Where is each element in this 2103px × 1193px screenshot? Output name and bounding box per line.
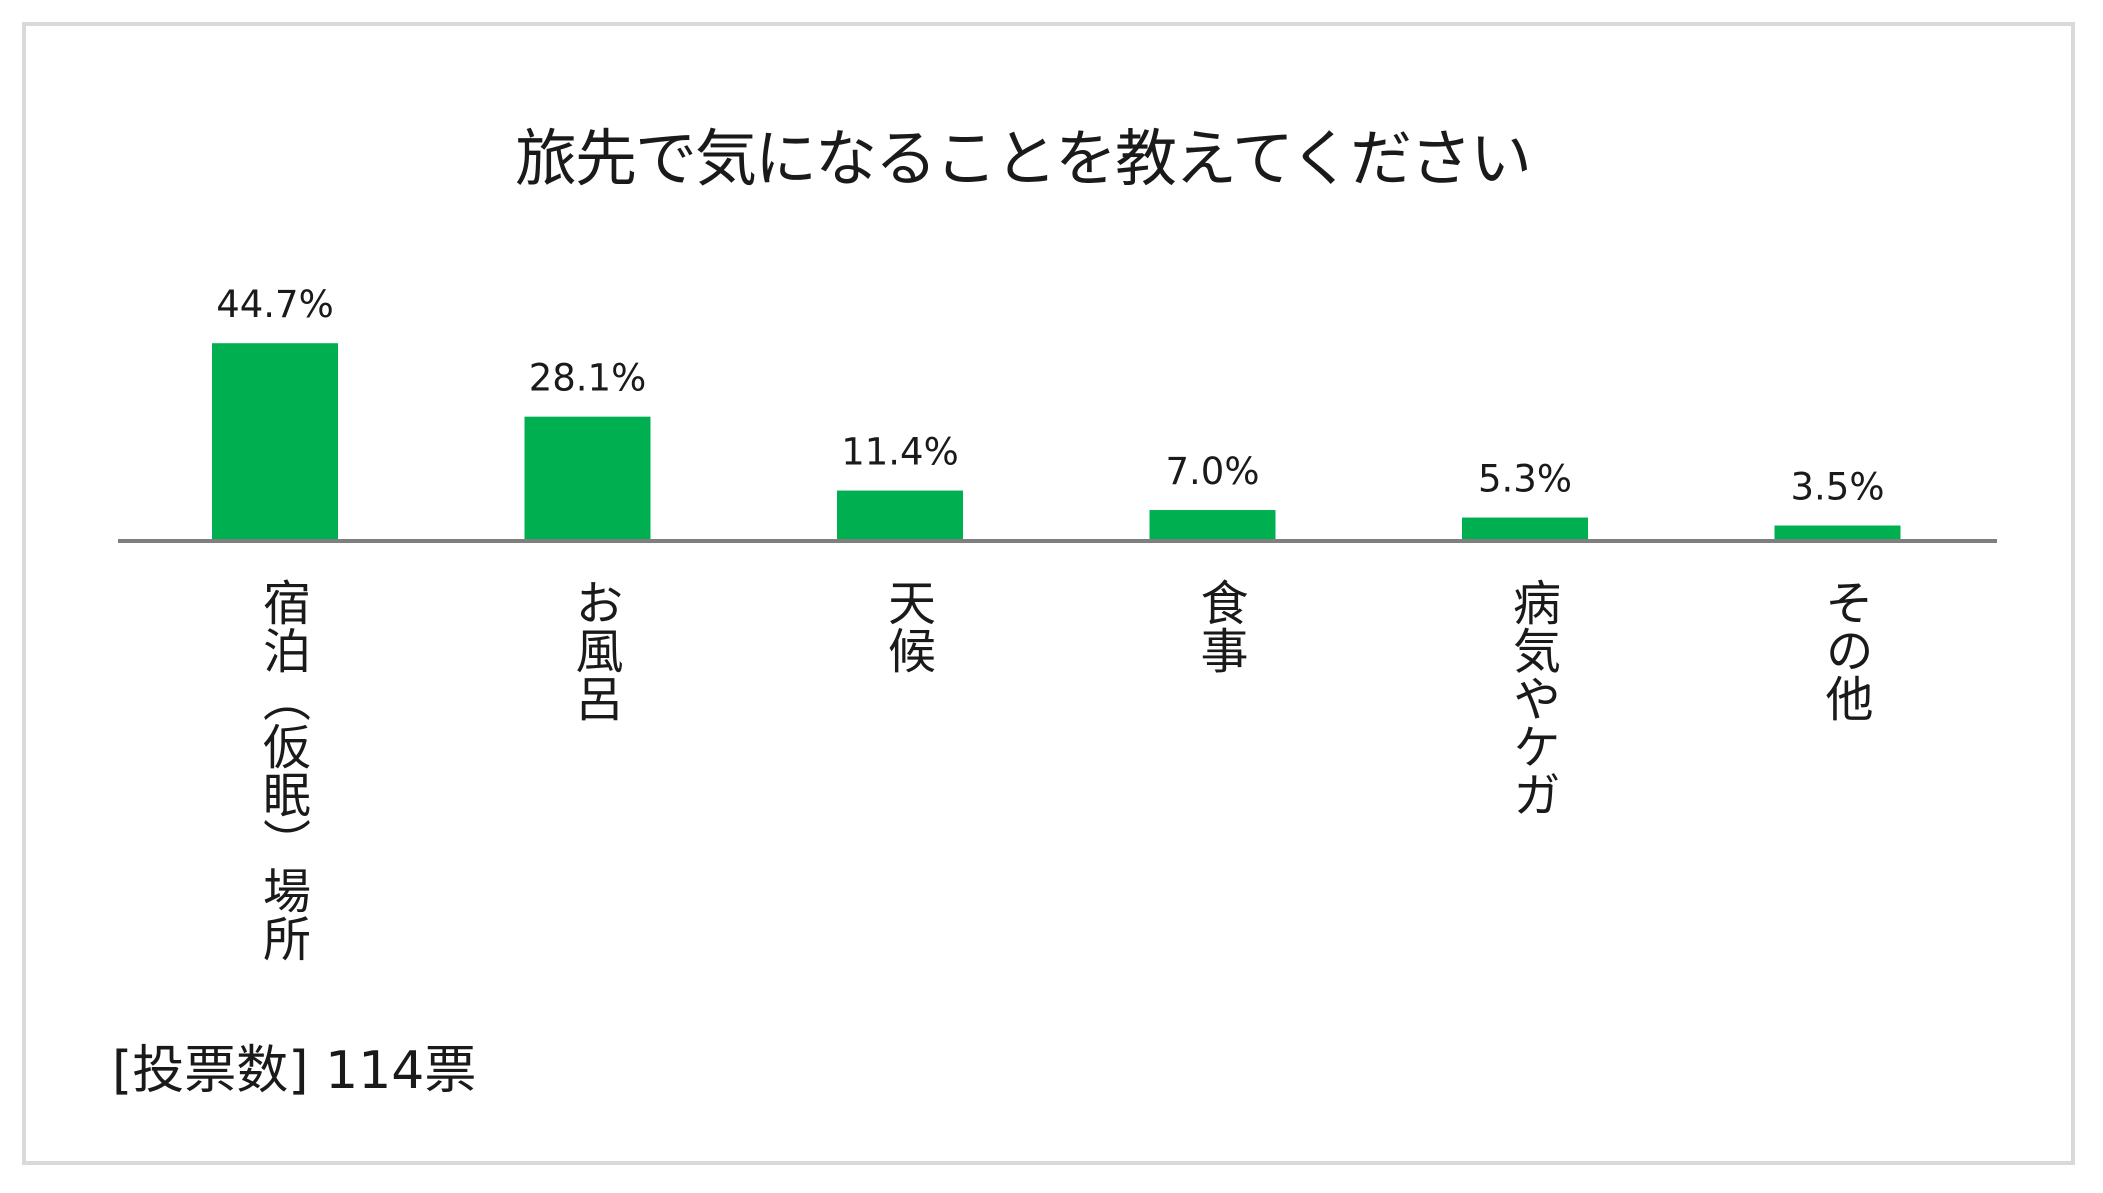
bar-1 — [524, 416, 651, 541]
data-label-1: 28.1% — [529, 357, 647, 400]
category-label-1: お風呂 — [566, 578, 623, 722]
bar-2 — [837, 490, 963, 541]
bar-0 — [212, 343, 338, 541]
category-label-4: 病気やケガ — [1504, 578, 1560, 818]
bar-3 — [1149, 510, 1276, 541]
chart-title: 旅先で気になることを教えてください — [515, 122, 1532, 195]
category-label-5: その他 — [1816, 578, 1873, 722]
chart-frame — [22, 22, 2075, 1165]
data-label-3: 7.0% — [1166, 450, 1260, 493]
category-label-3: 食事 — [1191, 578, 1248, 674]
data-label-5: 3.5% — [1791, 466, 1885, 509]
bar-5 — [1774, 525, 1901, 541]
data-label-4: 5.3% — [1478, 458, 1572, 501]
data-label-2: 11.4% — [841, 431, 959, 474]
category-label-2: 天候 — [879, 578, 935, 674]
vote-count: [投票数] 114票 — [112, 1041, 477, 1101]
category-label-0: 宿泊（仮眠）場所 — [254, 578, 310, 962]
data-label-0: 44.7% — [216, 283, 334, 326]
bar-4 — [1462, 517, 1588, 541]
